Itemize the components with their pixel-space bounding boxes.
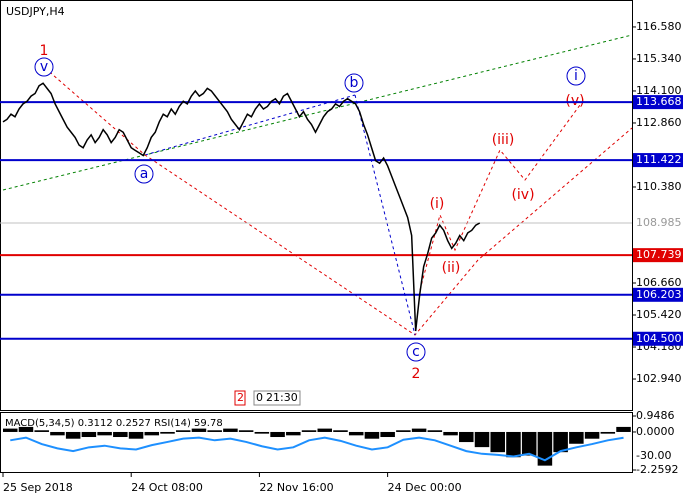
macd-bar	[364, 431, 380, 439]
wave-label: c	[412, 344, 420, 360]
y-tick-label: 115.340	[636, 52, 682, 65]
rsi-line	[10, 436, 624, 462]
indicator-tick-label: -2.2592	[636, 463, 678, 476]
chart-title: USDJPY,H4	[6, 5, 65, 18]
level-box	[633, 248, 683, 263]
macd-bar	[317, 428, 333, 432]
wave-label: b	[350, 75, 359, 91]
wave-circle	[344, 73, 364, 93]
macd-bar	[81, 431, 97, 438]
main-frame	[0, 0, 633, 411]
x-tick-label: 25 Sep 2018	[3, 481, 73, 494]
status-box	[234, 390, 246, 406]
macd-bar	[490, 431, 505, 453]
macd-bar	[521, 431, 537, 456]
macd-bar	[301, 430, 317, 432]
level-label: 113.668	[636, 95, 682, 108]
macd-bar	[270, 431, 285, 438]
y-tick-label: 106.660	[636, 276, 682, 289]
x-tick-label: 24 Dec 00:00	[388, 481, 462, 494]
macd-bar	[128, 431, 144, 439]
wave-label: v	[40, 59, 48, 75]
macd-bar	[207, 430, 222, 432]
wave-circle	[566, 66, 586, 86]
macd-bar	[238, 430, 254, 432]
macd-bar	[175, 430, 191, 432]
macd-bar	[34, 430, 49, 432]
macd-bar	[97, 431, 112, 436]
wave-circle	[406, 342, 426, 362]
wave-label: a	[140, 166, 149, 182]
y-tick-label: 102.940	[636, 372, 682, 385]
level-label: 107.739	[636, 248, 682, 261]
status-box	[253, 390, 301, 406]
y-tick-label: 116.580	[636, 20, 682, 33]
level-box	[633, 287, 683, 302]
macd-bar	[411, 428, 427, 432]
indicator-title: MACD(5,34,5) 0.3112 0.2527 RSI(14) 59.78	[5, 418, 223, 429]
macd-bar	[160, 431, 175, 434]
macd-bar	[333, 430, 348, 432]
indicator-tick-label: 0.0000	[636, 425, 675, 438]
y-tick-label: 110.380	[636, 180, 682, 193]
price-line	[2, 82, 481, 332]
macd-bar	[600, 431, 616, 434]
wave-label: (iii)	[492, 132, 515, 148]
status-text: 0	[256, 391, 263, 404]
macd-bar	[616, 426, 631, 432]
level-box	[633, 331, 683, 346]
wave-path	[419, 104, 581, 291]
macd-bar	[396, 430, 411, 432]
macd-bar	[569, 431, 584, 444]
wave-label: 2	[412, 366, 421, 382]
x-tick-label: 22 Nov 16:00	[259, 481, 333, 494]
macd-bar	[474, 431, 490, 448]
macd-bar	[3, 428, 18, 432]
macd-bar	[254, 431, 270, 434]
macd-bar	[50, 431, 65, 436]
macd-bar	[584, 431, 600, 439]
level-label: 106.203	[636, 288, 682, 301]
y-tick-label: 105.420	[636, 308, 682, 321]
macd-bar	[380, 431, 395, 438]
wave-label: 1	[40, 43, 49, 59]
level-label: 104.500	[636, 332, 682, 345]
level-label: 108.985	[636, 216, 682, 229]
trend-line	[144, 94, 356, 156]
status-text: 21:30	[266, 391, 298, 404]
macd-bar	[113, 431, 128, 438]
level-box	[633, 153, 683, 168]
macd-bar	[286, 431, 301, 436]
macd-bar	[459, 431, 474, 443]
level-label: 111.422	[636, 153, 682, 166]
wave-label: i	[574, 68, 578, 84]
indicator-frame	[0, 412, 633, 473]
macd-bar	[553, 431, 568, 453]
wave-label: (ii)	[442, 260, 461, 276]
wave-circle	[34, 57, 54, 77]
macd-bar	[223, 428, 238, 432]
rsi-level-label: -30.00	[636, 449, 671, 462]
status-text: 2	[237, 391, 244, 404]
wave-label: (i)	[430, 196, 445, 212]
indicator-tick-label: 0.9486	[636, 409, 675, 422]
macd-bar	[18, 426, 34, 432]
macd-bar	[443, 431, 458, 436]
x-tick-label: 24 Oct 08:00	[131, 481, 203, 494]
wave-label: (v)	[565, 93, 584, 109]
level-box	[633, 215, 683, 230]
macd-bar	[427, 430, 443, 432]
macd-bar	[506, 431, 521, 458]
level-box	[633, 95, 683, 110]
macd-bar	[348, 431, 364, 436]
y-tick-label: 112.860	[636, 116, 682, 129]
y-tick-label: 114.100	[636, 84, 682, 97]
macd-bar	[65, 431, 81, 439]
wave-circle	[134, 164, 154, 184]
macd-bar	[191, 428, 207, 432]
macd-bar	[144, 431, 160, 436]
wave-label: (iv)	[511, 187, 534, 203]
